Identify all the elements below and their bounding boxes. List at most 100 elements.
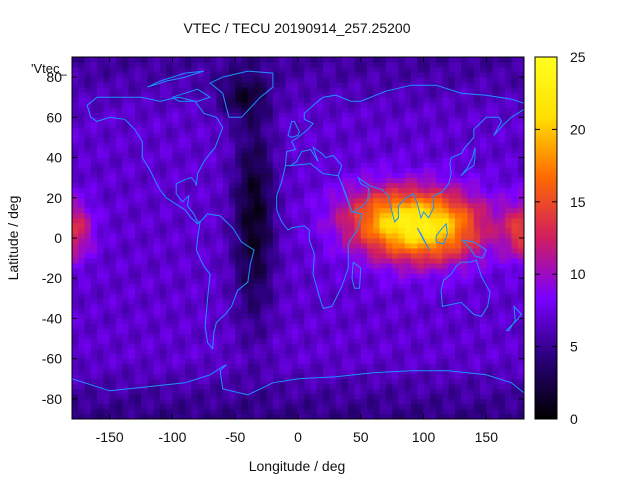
- heatmap-cell: [241, 248, 249, 254]
- heatmap-cell: [115, 393, 123, 400]
- heatmap-cell: [498, 273, 506, 279]
- heatmap-cell: [90, 408, 98, 415]
- heatmap-cell: [222, 97, 230, 103]
- heatmap-cell: [329, 323, 337, 329]
- heatmap-cell: [291, 283, 299, 289]
- heatmap-cell: [392, 283, 399, 289]
- heatmap-cell: [128, 378, 136, 385]
- heatmap-cell: [159, 97, 167, 103]
- heatmap-cell: [360, 107, 368, 113]
- heatmap-cell: [134, 117, 142, 123]
- heatmap-cell: [411, 413, 418, 420]
- heatmap-cell: [423, 308, 431, 314]
- heatmap-cell: [159, 353, 167, 360]
- heatmap-cell: [266, 383, 274, 390]
- heatmap-cell: [486, 333, 494, 339]
- heatmap-cell: [197, 72, 205, 78]
- heatmap-cell: [141, 368, 148, 375]
- heatmap-cell: [291, 77, 299, 83]
- heatmap-cell: [197, 253, 205, 259]
- heatmap-cell: [341, 393, 349, 400]
- heatmap-cell: [210, 293, 217, 299]
- heatmap-cell: [304, 343, 311, 350]
- heatmap-cell: [247, 298, 255, 304]
- heatmap-cell: [360, 212, 368, 219]
- heatmap-cell: [461, 227, 468, 234]
- heatmap-cell: [134, 323, 142, 329]
- heatmap-cell: [461, 388, 468, 395]
- heatmap-cell: [423, 102, 431, 108]
- heatmap-cell: [159, 67, 167, 73]
- heatmap-cell: [423, 227, 431, 234]
- heatmap-cell: [115, 298, 123, 304]
- heatmap-cell: [461, 248, 468, 254]
- heatmap-cell: [166, 122, 173, 128]
- heatmap-cell: [304, 283, 311, 289]
- heatmap-cell: [385, 398, 393, 405]
- heatmap-cell: [260, 353, 268, 360]
- heatmap-cell: [210, 207, 217, 214]
- heatmap-cell: [291, 253, 299, 259]
- heatmap-cell: [185, 343, 192, 350]
- heatmap-cell: [367, 72, 374, 78]
- heatmap-cell: [247, 87, 255, 93]
- heatmap-cell: [480, 398, 487, 405]
- heatmap-cell: [429, 253, 437, 259]
- heatmap-cell: [367, 358, 374, 365]
- heatmap-cell: [241, 167, 249, 174]
- heatmap-cell: [285, 67, 293, 73]
- heatmap-cell: [360, 358, 368, 365]
- heatmap-cell: [103, 167, 111, 174]
- heatmap-cell: [254, 403, 261, 410]
- heatmap-cell: [210, 172, 217, 179]
- heatmap-cell: [97, 313, 104, 319]
- heatmap-cell: [279, 288, 286, 294]
- heatmap-cell: [486, 258, 494, 264]
- heatmap-cell: [316, 192, 324, 199]
- heatmap-cell: [141, 403, 148, 410]
- heatmap-cell: [128, 232, 136, 239]
- heatmap-cell: [166, 142, 173, 148]
- heatmap-cell: [147, 403, 155, 410]
- heatmap-cell: [436, 308, 443, 314]
- heatmap-cell: [480, 358, 487, 365]
- heatmap-cell: [442, 142, 450, 148]
- heatmap-cell: [134, 318, 142, 324]
- heatmap-cell: [235, 117, 242, 123]
- heatmap-cell: [266, 182, 274, 189]
- heatmap-cell: [128, 227, 136, 234]
- heatmap-cell: [417, 157, 424, 163]
- heatmap-cell: [454, 293, 462, 299]
- heatmap-cell: [448, 217, 456, 224]
- heatmap-cell: [492, 293, 500, 299]
- heatmap-cell: [159, 177, 167, 184]
- heatmap-cell: [97, 303, 104, 309]
- heatmap-cell: [272, 303, 280, 309]
- heatmap-cell: [141, 408, 148, 415]
- heatmap-cell: [210, 313, 217, 319]
- heatmap-cell: [109, 353, 117, 360]
- heatmap-cell: [266, 318, 274, 324]
- heatmap-cell: [329, 177, 337, 184]
- heatmap-cell: [115, 318, 123, 324]
- heatmap-cell: [197, 137, 205, 143]
- heatmap-cell: [448, 97, 456, 103]
- heatmap-cell: [159, 283, 167, 289]
- heatmap-cell: [109, 167, 117, 174]
- heatmap-cell: [436, 62, 443, 68]
- heatmap-cell: [122, 308, 129, 314]
- heatmap-cell: [398, 202, 406, 209]
- heatmap-cell: [404, 403, 412, 410]
- heatmap-cell: [103, 298, 111, 304]
- heatmap-cell: [84, 298, 92, 304]
- heatmap-cell: [417, 217, 424, 224]
- heatmap-cell: [367, 157, 374, 163]
- heatmap-cell: [254, 142, 261, 148]
- heatmap-cell: [492, 177, 500, 184]
- heatmap-cell: [379, 373, 387, 380]
- heatmap-cell: [153, 403, 161, 410]
- heatmap-cell: [254, 368, 261, 375]
- heatmap-cell: [448, 67, 456, 73]
- heatmap-cell: [385, 298, 393, 304]
- heatmap-cell: [222, 318, 230, 324]
